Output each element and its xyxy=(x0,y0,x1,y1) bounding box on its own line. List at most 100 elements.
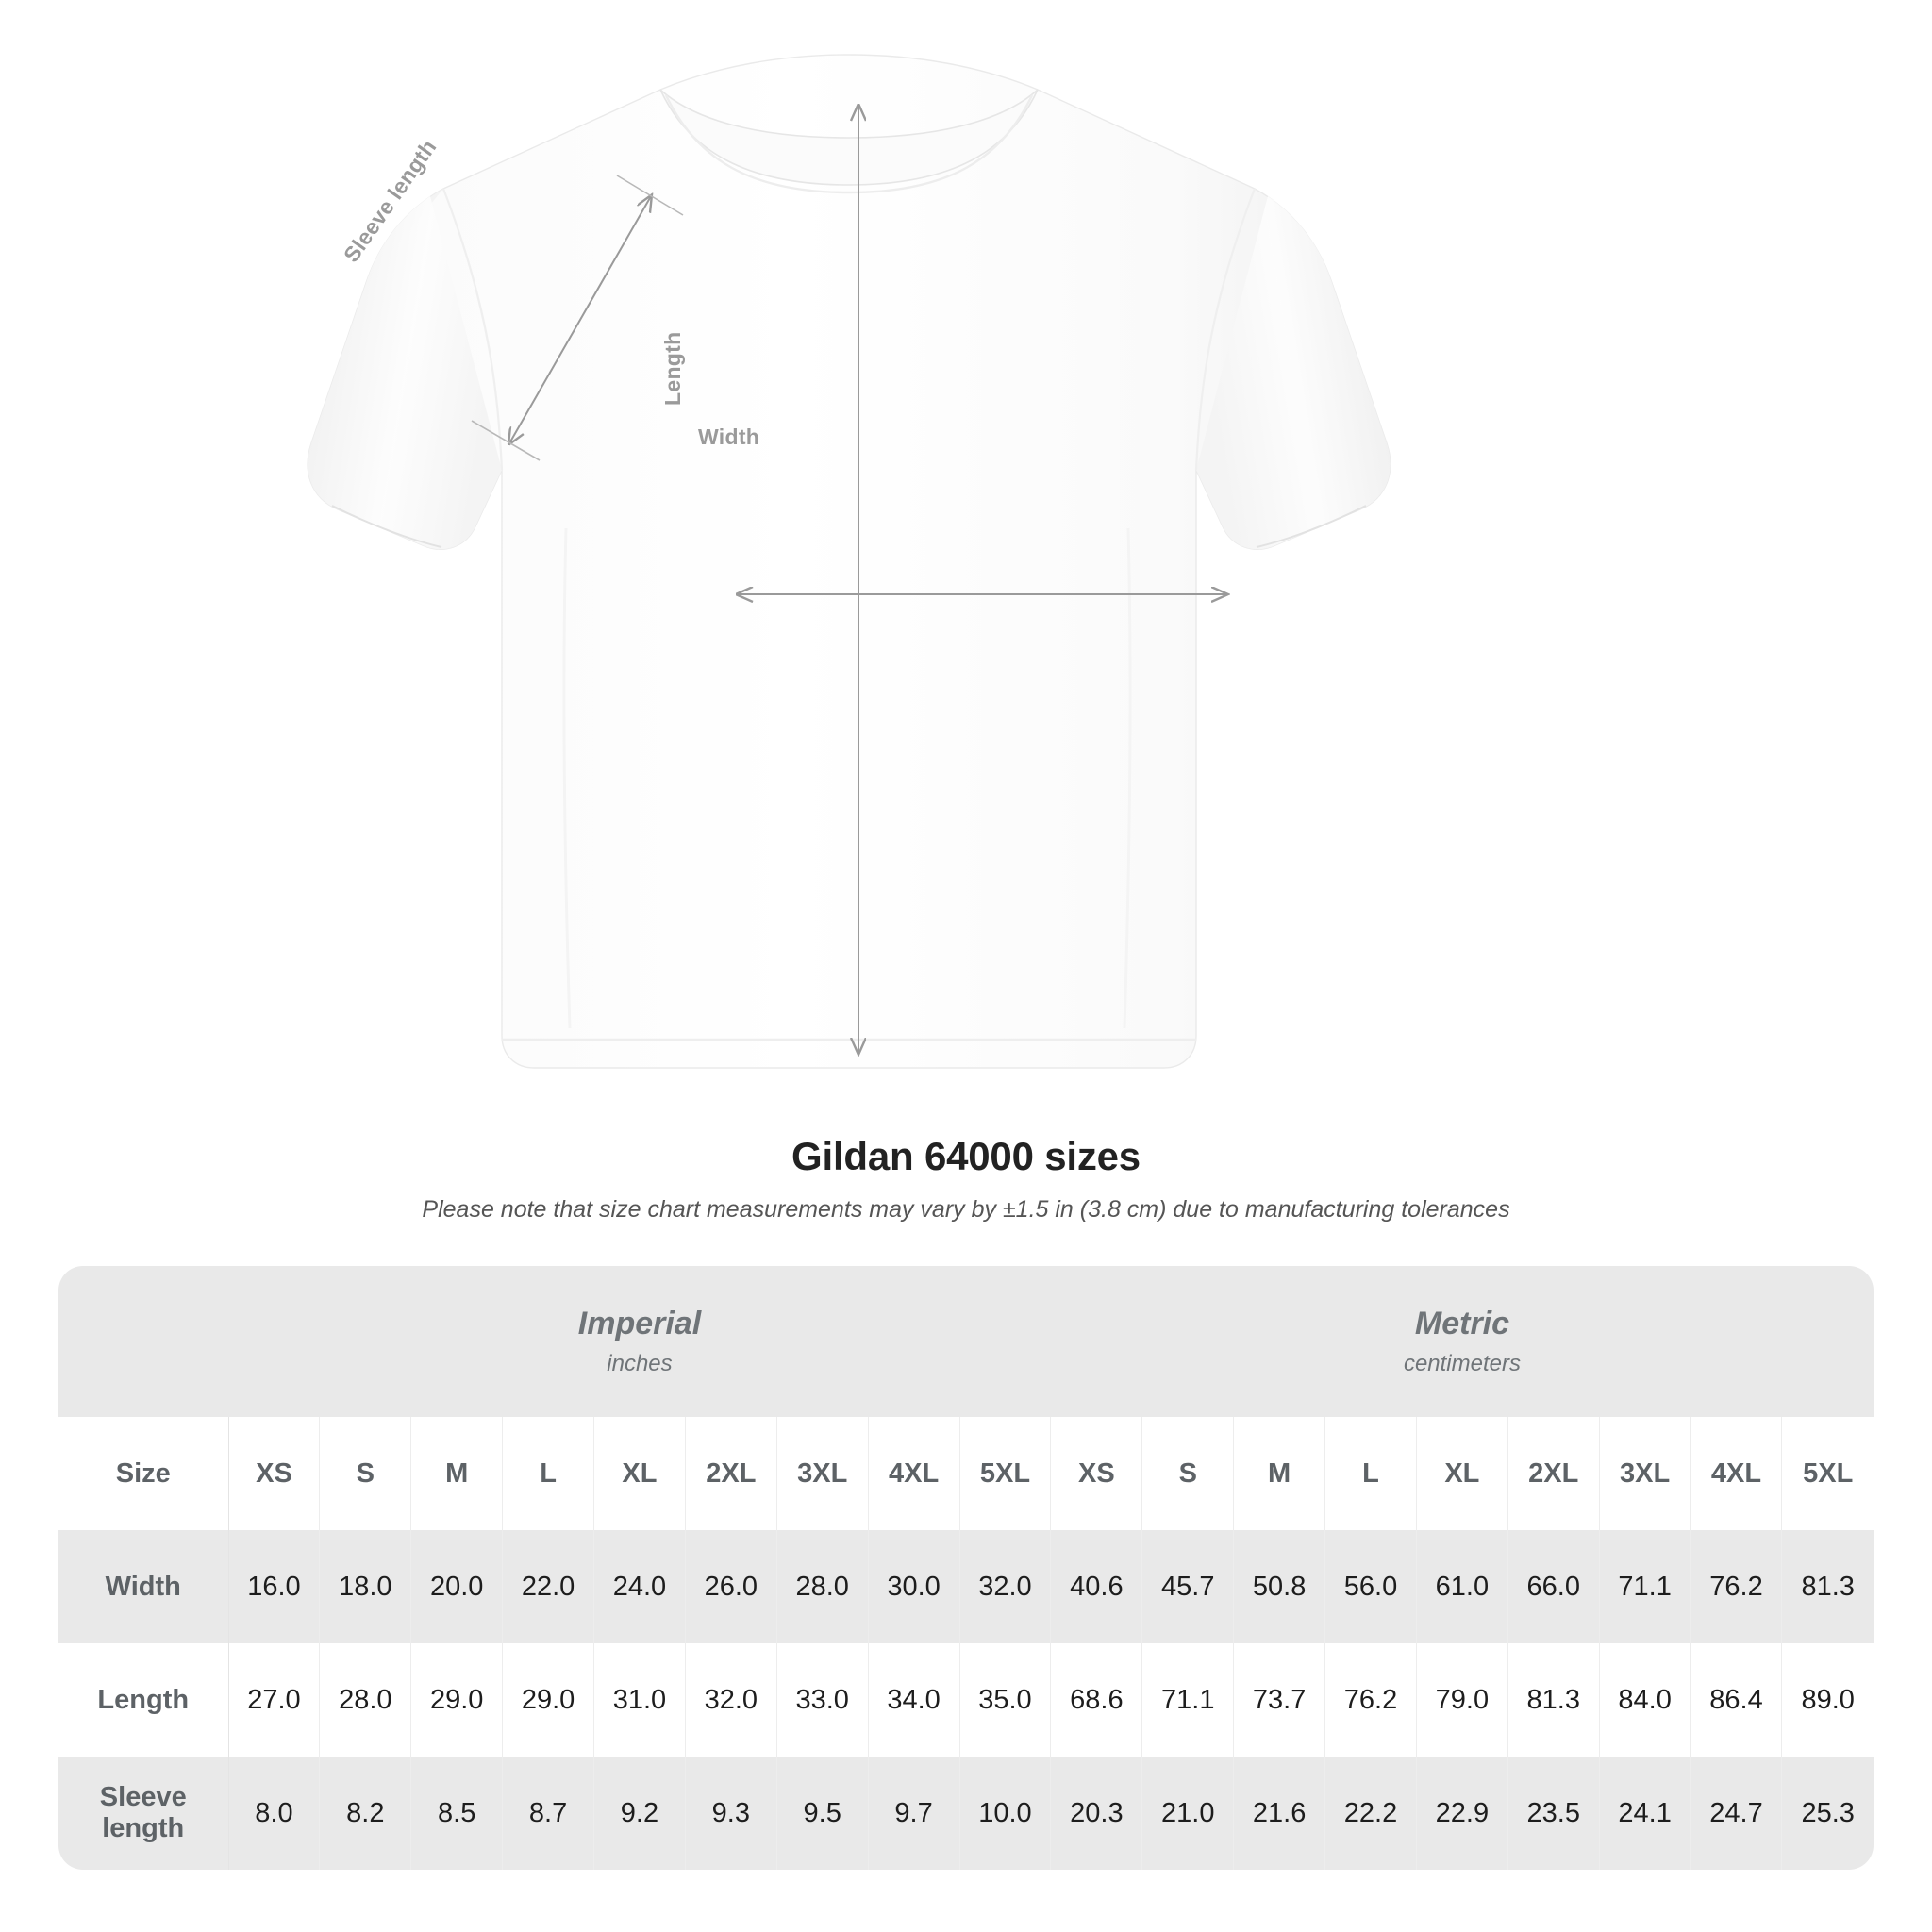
cell-sleeve-length-2xl-imperial: 9.3 xyxy=(685,1757,777,1870)
table-row: Width 16.0 18.0 20.0 22.0 24.0 26.0 28.0 30.0 32.… xyxy=(58,1530,1874,1643)
cell-sleeve-length-4xl-imperial: 9.7 xyxy=(868,1757,960,1870)
cell-sleeve-length-l-imperial: 8.7 xyxy=(502,1757,595,1870)
cell-length-m-imperial: 29.0 xyxy=(410,1643,504,1757)
cell-sleeve-length-s-metric: 21.0 xyxy=(1141,1757,1235,1870)
cell-width-m-metric: 50.8 xyxy=(1233,1530,1326,1643)
cell-sleeve-length-5xl-metric: 25.3 xyxy=(1781,1757,1874,1870)
size-header-xl-imperial: XL xyxy=(593,1417,686,1530)
unit-group-name: Imperial xyxy=(577,1306,702,1342)
cell-width-l-metric: 56.0 xyxy=(1324,1530,1417,1643)
cell-length-s-imperial: 28.0 xyxy=(319,1643,412,1757)
size-header-xs-metric: XS xyxy=(1050,1417,1143,1530)
unit-group-name: Metric xyxy=(1414,1306,1510,1342)
cell-sleeve-length-xs-metric: 20.3 xyxy=(1050,1757,1143,1870)
cell-width-s-imperial: 18.0 xyxy=(319,1530,412,1643)
cell-width-2xl-metric: 66.0 xyxy=(1507,1530,1600,1643)
unit-spacer-cell xyxy=(58,1266,229,1417)
cell-width-l-imperial: 22.0 xyxy=(502,1530,595,1643)
cell-width-3xl-metric: 71.1 xyxy=(1599,1530,1691,1643)
cell-length-xs-imperial: 27.0 xyxy=(228,1643,321,1757)
cell-length-3xl-metric: 84.0 xyxy=(1599,1643,1691,1757)
width-label: Width xyxy=(698,425,760,449)
size-header-3xl-metric: 3XL xyxy=(1599,1417,1691,1530)
cell-sleeve-length-xs-imperial: 8.0 xyxy=(228,1757,321,1870)
cell-length-m-metric: 73.7 xyxy=(1233,1643,1326,1757)
unit-group-metric: Metric centimeters xyxy=(1050,1266,1874,1417)
cell-length-5xl-metric: 89.0 xyxy=(1781,1643,1874,1757)
cell-length-5xl-imperial: 35.0 xyxy=(959,1643,1052,1757)
tolerance-note: Please note that size chart measurements… xyxy=(422,1196,1510,1223)
cell-length-xs-metric: 68.6 xyxy=(1050,1643,1143,1757)
cell-sleeve-length-2xl-metric: 23.5 xyxy=(1507,1757,1600,1870)
size-table: Imperial inches Metric centimeters Size XS S M L… xyxy=(58,1266,1874,1870)
chart-heading: Gildan 64000 sizes Please note that size… xyxy=(0,1134,1932,1224)
unit-group-measure: inches xyxy=(607,1350,673,1376)
unit-group-measure: centimeters xyxy=(1403,1350,1521,1376)
size-header-l-imperial: L xyxy=(502,1417,595,1530)
size-header-2xl-metric: 2XL xyxy=(1507,1417,1600,1530)
cell-sleeve-length-l-metric: 22.2 xyxy=(1324,1757,1417,1870)
size-header-s-metric: S xyxy=(1141,1417,1235,1530)
row-label-length: Length xyxy=(58,1643,229,1757)
cell-width-5xl-imperial: 32.0 xyxy=(959,1530,1052,1643)
size-row-label: Size xyxy=(58,1417,229,1530)
cell-sleeve-length-3xl-imperial: 9.5 xyxy=(776,1757,869,1870)
size-header-l-metric: L xyxy=(1324,1417,1417,1530)
size-header-m-imperial: M xyxy=(410,1417,504,1530)
size-header-s-imperial: S xyxy=(319,1417,412,1530)
row-label-sleeve-length: Sleeve length xyxy=(58,1757,229,1870)
unit-header-row: Imperial inches Metric centimeters xyxy=(58,1266,1874,1417)
row-label-width: Width xyxy=(58,1530,229,1643)
size-header-xl-metric: XL xyxy=(1416,1417,1508,1530)
cell-width-xl-imperial: 24.0 xyxy=(593,1530,686,1643)
cell-length-xl-imperial: 31.0 xyxy=(593,1643,686,1757)
size-header-4xl-metric: 4XL xyxy=(1690,1417,1783,1530)
tshirt-diagram: Sleeve length Length Width xyxy=(307,54,1391,1069)
cell-length-l-metric: 76.2 xyxy=(1324,1643,1417,1757)
cell-width-4xl-imperial: 30.0 xyxy=(868,1530,960,1643)
cell-width-s-metric: 45.7 xyxy=(1141,1530,1235,1643)
cell-sleeve-length-m-metric: 21.6 xyxy=(1233,1757,1326,1870)
cell-width-3xl-imperial: 28.0 xyxy=(776,1530,869,1643)
size-table-container: Imperial inches Metric centimeters Size XS S M L… xyxy=(58,1266,1874,1870)
table-row: Sleeve length 8.0 8.2 8.5 8.7 9.2 9.3 9.5 9.7 10.… xyxy=(58,1757,1874,1870)
page-title: Gildan 64000 sizes xyxy=(791,1134,1141,1178)
size-header-4xl-imperial: 4XL xyxy=(868,1417,960,1530)
tshirt-shape xyxy=(307,54,1391,1069)
cell-width-2xl-imperial: 26.0 xyxy=(685,1530,777,1643)
size-header-5xl-metric: 5XL xyxy=(1781,1417,1874,1530)
cell-sleeve-length-3xl-metric: 24.1 xyxy=(1599,1757,1691,1870)
size-header-m-metric: M xyxy=(1233,1417,1326,1530)
size-header-row: Size XS S M L XL 2XL 3XL 4XL 5XL XS S M L XL 2XL 3XL 4XL 5… xyxy=(58,1417,1874,1530)
size-header-xs-imperial: XS xyxy=(228,1417,321,1530)
cell-sleeve-length-4xl-metric: 24.7 xyxy=(1690,1757,1783,1870)
cell-sleeve-length-5xl-imperial: 10.0 xyxy=(959,1757,1052,1870)
cell-length-l-imperial: 29.0 xyxy=(502,1643,595,1757)
cell-width-xs-metric: 40.6 xyxy=(1050,1530,1143,1643)
cell-length-3xl-imperial: 33.0 xyxy=(776,1643,869,1757)
size-header-5xl-imperial: 5XL xyxy=(959,1417,1052,1530)
cell-length-s-metric: 71.1 xyxy=(1141,1643,1235,1757)
unit-group-imperial: Imperial inches xyxy=(228,1266,1051,1417)
size-header-2xl-imperial: 2XL xyxy=(685,1417,777,1530)
cell-length-4xl-metric: 86.4 xyxy=(1690,1643,1783,1757)
cell-sleeve-length-m-imperial: 8.5 xyxy=(410,1757,504,1870)
size-header-3xl-imperial: 3XL xyxy=(776,1417,869,1530)
cell-width-xs-imperial: 16.0 xyxy=(228,1530,321,1643)
tshirt-illustration xyxy=(307,54,1391,1069)
cell-sleeve-length-xl-metric: 22.9 xyxy=(1416,1757,1508,1870)
cell-length-xl-metric: 79.0 xyxy=(1416,1643,1508,1757)
sleeve-measure-arrow xyxy=(471,175,684,461)
table-row: Length 27.0 28.0 29.0 29.0 31.0 32.0 33.0 34.0 35… xyxy=(58,1643,1874,1757)
cell-length-2xl-imperial: 32.0 xyxy=(685,1643,777,1757)
cell-width-xl-metric: 61.0 xyxy=(1416,1530,1508,1643)
cell-length-2xl-metric: 81.3 xyxy=(1507,1643,1600,1757)
cell-length-4xl-imperial: 34.0 xyxy=(868,1643,960,1757)
cell-width-4xl-metric: 76.2 xyxy=(1690,1530,1783,1643)
cell-width-m-imperial: 20.0 xyxy=(410,1530,504,1643)
length-label: Length xyxy=(660,331,685,406)
cell-sleeve-length-s-imperial: 8.2 xyxy=(319,1757,412,1870)
cell-width-5xl-metric: 81.3 xyxy=(1781,1530,1874,1643)
cell-sleeve-length-xl-imperial: 9.2 xyxy=(593,1757,686,1870)
